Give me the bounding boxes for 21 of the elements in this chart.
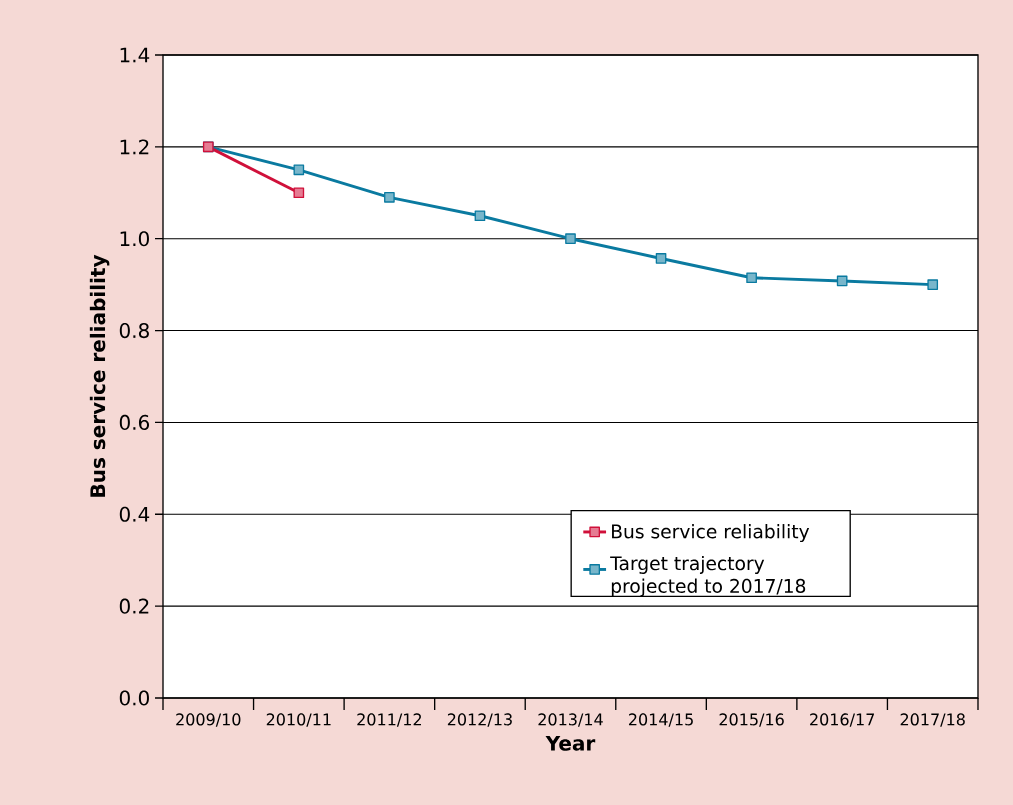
x-tick-label: 2013/14 (538, 713, 603, 727)
x-tick-label: 2015/16 (719, 713, 784, 727)
legend-label: Target trajectory projected to 2017/18 (610, 555, 806, 597)
y-tick-label: 0.2 (119, 598, 149, 614)
y-tick-label: 0.4 (119, 506, 150, 522)
y-axis-title: Bus service reliability (89, 254, 110, 497)
y-tick-label: 0.0 (119, 690, 149, 706)
legend-label: Bus service reliability (612, 524, 810, 543)
x-tick-label: 2017/18 (900, 713, 965, 727)
x-tick-label: 2011/12 (357, 713, 421, 727)
x-tick-label: 2012/13 (447, 713, 512, 727)
y-tick-label: 1.2 (120, 139, 149, 155)
x-tick-label: 2014/15 (628, 713, 693, 727)
y-tick-label: 0.8 (119, 322, 149, 339)
y-tick-label: 1.0 (120, 231, 149, 247)
x-tick-label: 2010/11 (266, 713, 331, 727)
x-axis-title: Year (545, 735, 596, 751)
y-tick-label: 0.6 (119, 414, 150, 430)
y-tick-label: 1.4 (120, 47, 150, 63)
x-tick-label: 2016/17 (810, 713, 874, 727)
x-tick-label: 2009/10 (176, 713, 241, 727)
